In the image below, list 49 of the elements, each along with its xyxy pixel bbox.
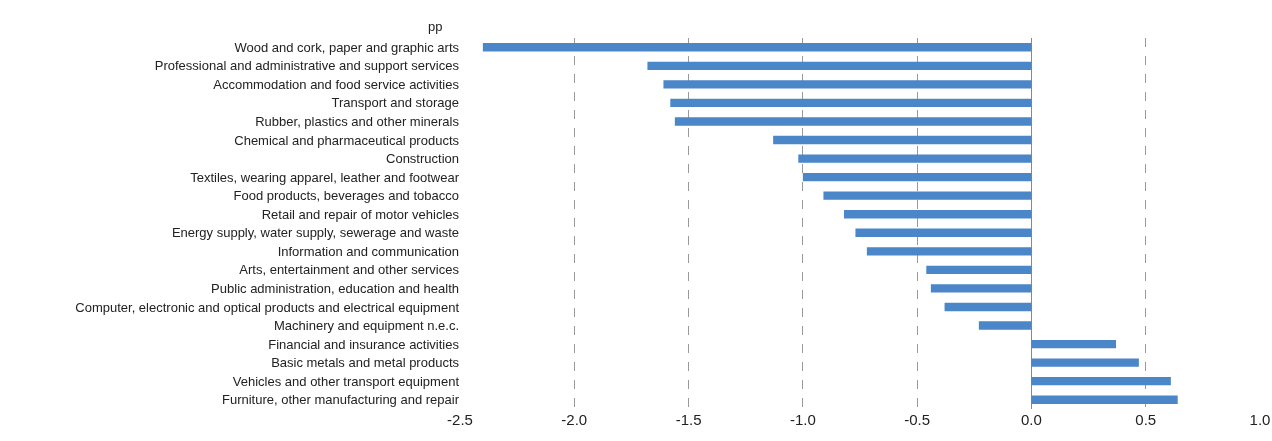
bar bbox=[482, 43, 1032, 52]
y-tick-label: Accommodation and food service activities bbox=[213, 76, 460, 92]
y-tick-label: Textiles, wearing apparel, leather and footwear bbox=[190, 169, 460, 185]
bar bbox=[823, 191, 1032, 200]
x-tick-label: -1.0 bbox=[789, 411, 816, 428]
y-tick-label: Vehicles and other transport equipment bbox=[232, 373, 460, 389]
y-tick-label: Machinery and equipment n.e.c. bbox=[274, 318, 459, 334]
x-tick-label: -0.5 bbox=[904, 411, 931, 428]
bar bbox=[926, 265, 1032, 275]
x-tick-label: -1.5 bbox=[675, 411, 702, 428]
y-tick-label: Professional and administrative and support services bbox=[154, 58, 460, 74]
y-tick-label: Transport and storage bbox=[331, 95, 459, 111]
bar bbox=[844, 210, 1032, 219]
x-tick-label: 0.0 bbox=[1021, 411, 1042, 428]
y-tick-label: Public administration, education and health bbox=[211, 280, 459, 296]
bar bbox=[663, 80, 1032, 89]
bar bbox=[930, 284, 1032, 293]
bar bbox=[978, 321, 1032, 330]
y-tick-label: Chemical and pharmaceutical products bbox=[234, 132, 460, 148]
y-tick-label: Rubber, plastics and other minerals bbox=[255, 114, 460, 130]
bar bbox=[802, 172, 1032, 182]
x-tick-label: -2.0 bbox=[561, 411, 588, 428]
bar bbox=[855, 228, 1032, 237]
y-tick-label: Energy supply, water supply, sewerage and waste bbox=[171, 225, 459, 241]
y-tick-label: Food products, beverages and tobacco bbox=[233, 188, 459, 204]
y-tick-label: Wood and cork, paper and graphic arts bbox=[234, 39, 460, 55]
y-tick-label: Construction bbox=[386, 151, 459, 167]
bar bbox=[944, 302, 1032, 312]
bar bbox=[773, 135, 1032, 145]
bar bbox=[674, 117, 1032, 126]
bar bbox=[1031, 358, 1139, 367]
bar bbox=[670, 98, 1032, 108]
y-tick-label: Basic metals and metal products bbox=[271, 355, 460, 371]
bar bbox=[866, 247, 1032, 256]
bar bbox=[798, 154, 1032, 163]
y-tick-label: Financial and insurance activities bbox=[268, 336, 460, 352]
y-tick-label: Information and communication bbox=[277, 243, 459, 259]
y-tick-label: Retail and repair of motor vehicles bbox=[261, 206, 460, 222]
bar bbox=[1031, 339, 1116, 349]
bar bbox=[647, 61, 1032, 70]
x-tick-label: 0.5 bbox=[1135, 411, 1157, 428]
x-tick-label: 1.0 bbox=[1249, 411, 1271, 428]
y-tick-label: Computer, electronic and optical products and electrical equipment bbox=[75, 299, 460, 315]
x-tick-label: -2.5 bbox=[447, 411, 473, 428]
y-tick-label: Furniture, other manufacturing and repair bbox=[221, 392, 460, 408]
bar bbox=[1031, 395, 1178, 404]
y-tick-label: Arts, entertainment and other services bbox=[239, 262, 460, 278]
text: pp bbox=[428, 19, 443, 34]
bar bbox=[1031, 377, 1171, 386]
